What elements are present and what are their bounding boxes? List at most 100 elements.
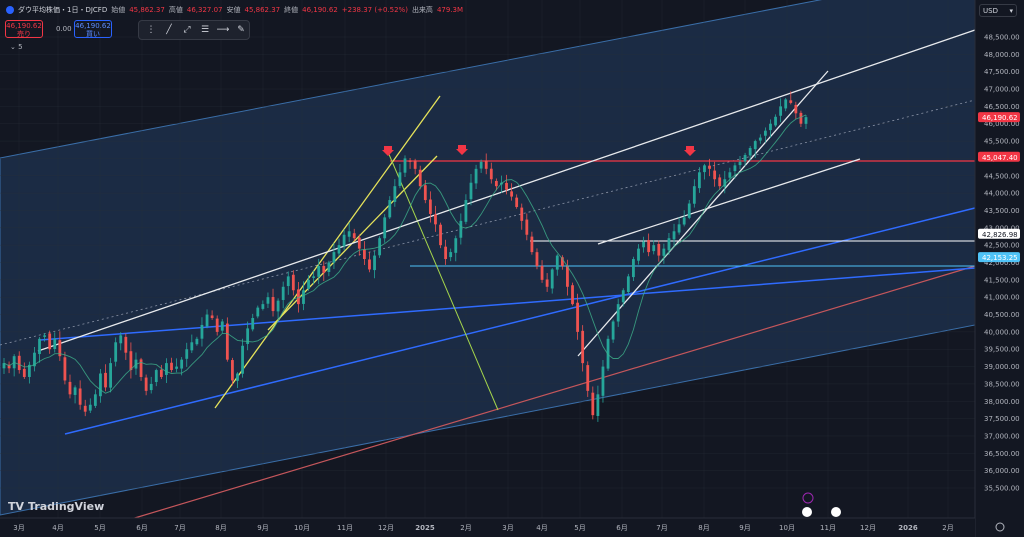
candle-body[interactable] <box>616 304 620 322</box>
candle-body[interactable] <box>119 335 123 344</box>
candle-body[interactable] <box>342 234 346 247</box>
candle-body[interactable] <box>698 172 701 189</box>
candle-body[interactable] <box>63 357 67 381</box>
candle-body[interactable] <box>225 323 229 360</box>
candle-body[interactable] <box>682 217 686 225</box>
candle-body[interactable] <box>733 165 737 172</box>
symbol-name[interactable]: ダウ平均株価・1日・DJCFD <box>18 6 108 14</box>
candle-body[interactable] <box>428 199 432 214</box>
candle-body[interactable] <box>124 336 128 353</box>
candle-body[interactable] <box>73 387 77 395</box>
candle-body[interactable] <box>78 388 82 405</box>
candle-body[interactable] <box>804 117 808 124</box>
white-channel-lower[interactable] <box>597 158 861 245</box>
support-line-red[interactable] <box>127 265 976 521</box>
trend-line-blue-1[interactable] <box>64 207 976 435</box>
candle-body[interactable] <box>236 373 239 381</box>
candle-body[interactable] <box>332 252 336 263</box>
us-flag-event-icon[interactable] <box>831 507 841 517</box>
indicator-toggle[interactable]: ⌄ 5 <box>10 43 23 51</box>
candle-body[interactable] <box>469 182 473 200</box>
parallel-channel-icon[interactable]: ☰ <box>200 25 210 35</box>
candle-body[interactable] <box>170 362 173 371</box>
candle-body[interactable] <box>713 170 717 180</box>
arrow-marker-down-icon[interactable] <box>382 146 394 156</box>
candle-body[interactable] <box>560 257 564 266</box>
horizontal-ray-icon[interactable]: ⟶ <box>216 25 230 35</box>
candle-body[interactable] <box>205 314 209 327</box>
candle-body[interactable] <box>692 186 696 204</box>
candle-body[interactable] <box>743 154 747 162</box>
candle-body[interactable] <box>231 360 234 381</box>
brush-icon[interactable]: ✎ <box>237 25 245 35</box>
candle-body[interactable] <box>48 333 52 350</box>
candle-body[interactable] <box>393 186 397 202</box>
candle-body[interactable] <box>109 363 112 388</box>
gear-icon[interactable] <box>995 522 1005 532</box>
candle-body[interactable] <box>434 214 437 225</box>
candle-body[interactable] <box>632 259 635 278</box>
candle-body[interactable] <box>708 165 711 169</box>
candle-body[interactable] <box>403 158 407 173</box>
candle-body[interactable] <box>297 289 300 305</box>
candle-body[interactable] <box>728 172 732 178</box>
candle-body[interactable] <box>637 248 640 261</box>
candle-body[interactable] <box>413 160 417 169</box>
candle-body[interactable] <box>626 276 630 292</box>
candle-body[interactable] <box>327 262 331 272</box>
candle-body[interactable] <box>347 231 351 237</box>
candle-body[interactable] <box>545 279 549 287</box>
candle-body[interactable] <box>129 351 133 371</box>
candle-body[interactable] <box>408 160 412 162</box>
candle-body[interactable] <box>58 340 62 357</box>
candle-body[interactable] <box>550 269 554 289</box>
candle-body[interactable] <box>784 99 788 109</box>
currency-selector[interactable]: USD ▾ <box>979 4 1017 17</box>
candle-body[interactable] <box>307 279 310 289</box>
candle-body[interactable] <box>246 328 250 344</box>
candle-body[interactable] <box>139 359 143 377</box>
candle-body[interactable] <box>251 318 255 330</box>
candle-body[interactable] <box>774 116 777 126</box>
candle-body[interactable] <box>667 238 671 251</box>
candle-body[interactable] <box>104 372 107 388</box>
candle-body[interactable] <box>606 338 610 369</box>
candle-body[interactable] <box>398 172 402 186</box>
candle-body[interactable] <box>748 148 752 156</box>
candle-body[interactable] <box>418 169 422 187</box>
candle-body[interactable] <box>703 165 706 173</box>
candle-body[interactable] <box>7 364 11 369</box>
buy-button[interactable]: 46,190.62 買い <box>74 20 112 38</box>
candle-body[interactable] <box>799 112 803 124</box>
candle-body[interactable] <box>571 285 574 305</box>
green-trend-line[interactable] <box>387 151 499 411</box>
candle-body[interactable] <box>200 324 204 339</box>
arrow-marker-down-icon[interactable] <box>456 145 468 155</box>
candle-body[interactable] <box>454 238 458 253</box>
candle-body[interactable] <box>357 237 361 249</box>
candle-body[interactable] <box>210 315 214 319</box>
candle-body[interactable] <box>474 168 478 184</box>
candle-body[interactable] <box>220 321 224 331</box>
candle-body[interactable] <box>185 349 189 359</box>
candle-body[interactable] <box>33 352 36 367</box>
candle-body[interactable] <box>581 330 585 364</box>
candle-body[interactable] <box>22 368 26 377</box>
candle-body[interactable] <box>535 252 539 266</box>
candle-body[interactable] <box>322 265 326 273</box>
candle-body[interactable] <box>154 370 158 383</box>
candle-body[interactable] <box>17 355 21 371</box>
ray-icon[interactable]: ⤢ <box>183 25 191 35</box>
candle-body[interactable] <box>449 252 453 258</box>
candle-body[interactable] <box>621 290 625 303</box>
candle-body[interactable] <box>566 266 569 287</box>
candle-body[interactable] <box>241 345 244 374</box>
candle-body[interactable] <box>38 338 41 355</box>
candle-body[interactable] <box>494 180 498 187</box>
candle-body[interactable] <box>165 363 168 375</box>
candle-body[interactable] <box>286 276 290 287</box>
moving-average-line[interactable] <box>3 114 807 394</box>
candle-body[interactable] <box>586 365 590 391</box>
candle-body[interactable] <box>763 130 767 136</box>
